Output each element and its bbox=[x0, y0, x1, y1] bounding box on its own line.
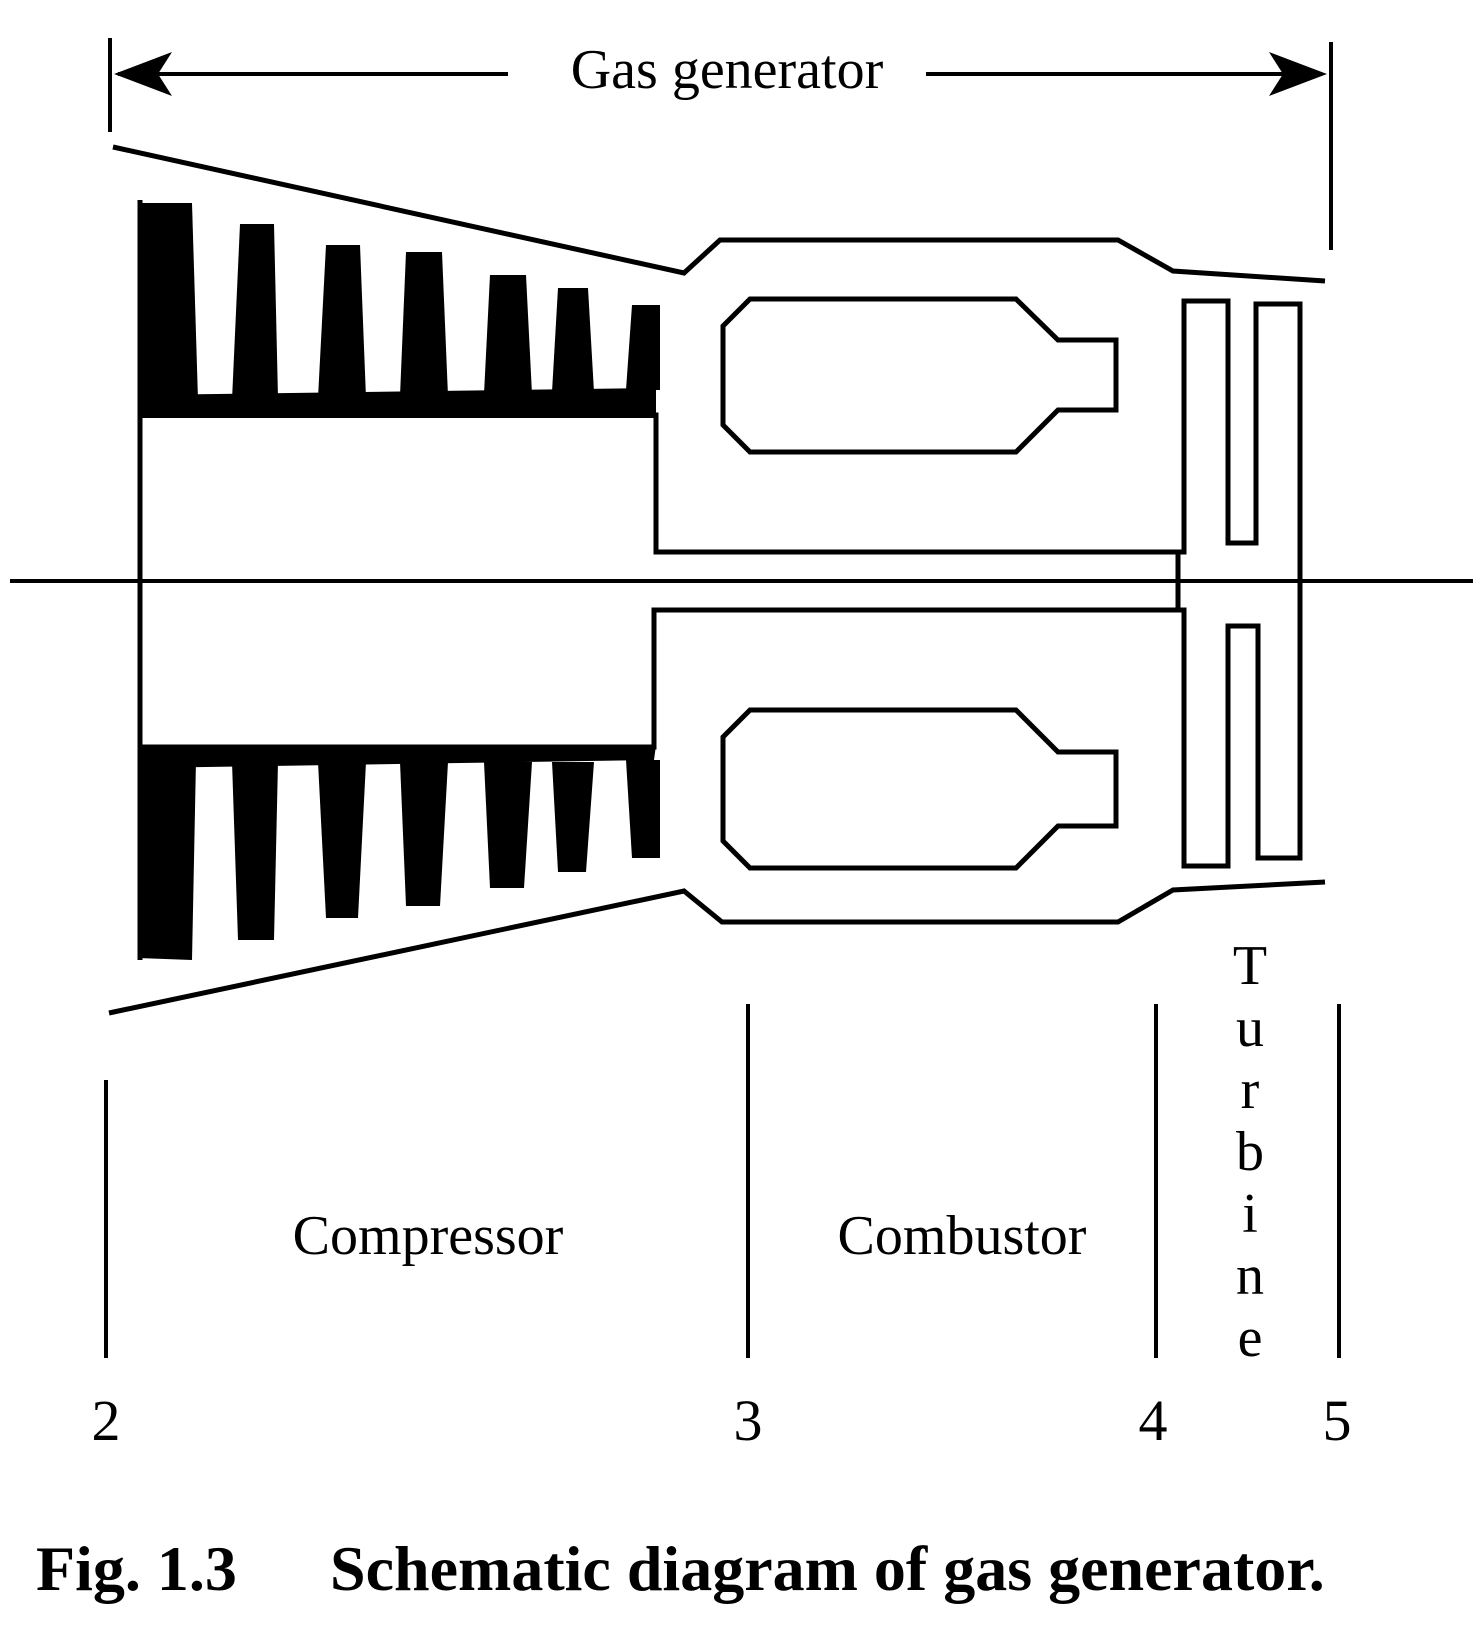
compressor-blade bbox=[552, 762, 594, 872]
rotor-lower-outline bbox=[140, 607, 1178, 750]
turbine-label: T u r b i n e bbox=[1233, 935, 1267, 1369]
compressor-blade bbox=[318, 762, 366, 918]
combustor-can-upper bbox=[720, 296, 1119, 455]
station-number: 4 bbox=[1139, 1388, 1168, 1453]
gas-generator-label: Gas generator bbox=[571, 39, 884, 101]
compressor-blade bbox=[232, 762, 278, 940]
station-dividers bbox=[104, 1004, 1341, 1358]
figure-caption: Fig. 1.3 Schematic diagram of gas genera… bbox=[36, 1533, 1325, 1604]
compressor-blade bbox=[484, 275, 532, 394]
turbine-letter: e bbox=[1238, 1307, 1263, 1369]
turbine-letter: u bbox=[1236, 997, 1264, 1059]
gas-generator-span: Gas generator bbox=[108, 38, 1333, 250]
turbine-letter: r bbox=[1241, 1059, 1260, 1121]
station-number: 3 bbox=[734, 1388, 763, 1453]
turbine-letter: b bbox=[1236, 1121, 1264, 1183]
combustor-can-lower bbox=[720, 707, 1119, 871]
compressor-blade bbox=[318, 245, 366, 398]
left-arrowhead-icon bbox=[114, 52, 172, 96]
turbine bbox=[1175, 298, 1303, 869]
turbine-letter: n bbox=[1236, 1245, 1264, 1307]
compressor-blade bbox=[626, 305, 660, 390]
caption-number: Fig. 1.3 bbox=[36, 1533, 237, 1604]
right-arrowhead-icon bbox=[1269, 52, 1327, 96]
compressor-blade bbox=[138, 760, 196, 960]
turbine-letter: i bbox=[1242, 1183, 1258, 1245]
rotor-upper-outline bbox=[140, 412, 1178, 555]
combustor-label: Combustor bbox=[838, 1205, 1087, 1267]
station-number: 2 bbox=[92, 1388, 121, 1453]
outer-casing bbox=[108, 144, 1326, 1016]
turbine-blades-outline bbox=[1178, 298, 1303, 869]
caption-text: Schematic diagram of gas generator. bbox=[330, 1533, 1325, 1604]
compressor-blade bbox=[140, 203, 198, 400]
turbine-letter: T bbox=[1233, 935, 1267, 997]
casing-top bbox=[112, 144, 1326, 284]
combustor-cans bbox=[720, 296, 1119, 871]
compressor-blade bbox=[552, 288, 594, 392]
upper-hub-band bbox=[140, 388, 656, 418]
compressor-blade bbox=[484, 762, 532, 888]
compressor-blade bbox=[400, 252, 448, 396]
station-number: 5 bbox=[1323, 1388, 1352, 1453]
compressor-label: Compressor bbox=[293, 1205, 564, 1267]
casing-bottom bbox=[108, 879, 1326, 1016]
compressor-blade bbox=[626, 760, 660, 858]
compressor-blade bbox=[232, 224, 278, 400]
compressor-blade bbox=[400, 762, 448, 906]
compressor-rotor bbox=[137, 200, 1178, 960]
